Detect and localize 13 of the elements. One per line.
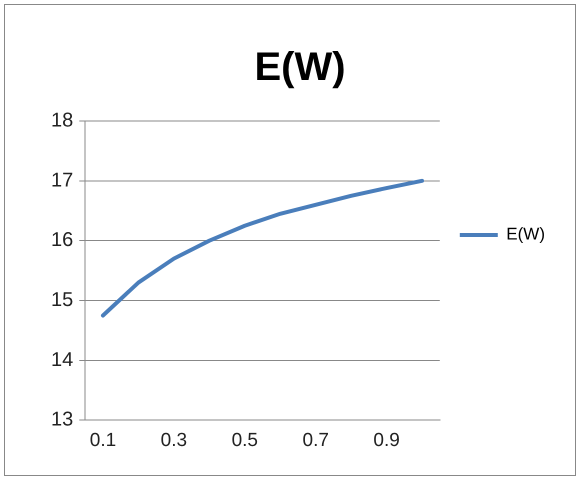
y-tick-label: 16 [50, 229, 74, 252]
y-tick-label: 13 [50, 408, 74, 431]
x-tick-label: 0.3 [160, 430, 188, 451]
x-tick-label: 0.5 [232, 430, 258, 451]
y-tick-label: 15 [50, 289, 74, 312]
x-tick-label: 0.1 [90, 430, 116, 451]
y-tick-label: 18 [50, 110, 74, 132]
x-tick-label: 0.9 [373, 430, 400, 451]
y-tick-label: 17 [50, 169, 74, 192]
x-tick-label: 0.7 [302, 430, 329, 451]
legend-label: E(W) [506, 224, 546, 244]
y-tick-label: 14 [50, 348, 74, 371]
chart-title: E(W) [254, 45, 346, 90]
